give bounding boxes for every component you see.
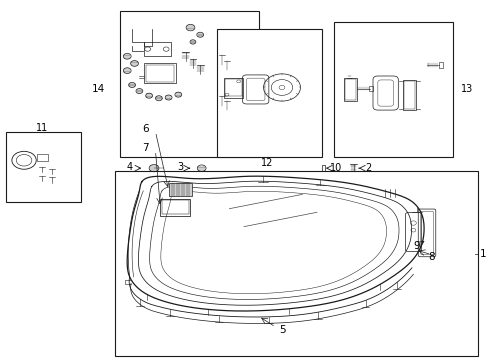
- Bar: [144, 42, 171, 56]
- Bar: [162, 200, 188, 215]
- Bar: [144, 63, 176, 83]
- Text: 5: 5: [279, 325, 285, 335]
- Text: 6: 6: [142, 124, 149, 134]
- Bar: [223, 78, 243, 98]
- Bar: [321, 165, 325, 171]
- Bar: [333, 22, 452, 157]
- Bar: [403, 81, 414, 109]
- Bar: [345, 79, 355, 100]
- Text: 2: 2: [364, 163, 370, 173]
- Bar: [168, 183, 192, 196]
- Bar: [120, 12, 258, 157]
- Text: 14: 14: [92, 84, 105, 94]
- Text: 4: 4: [126, 162, 132, 172]
- Text: 13: 13: [460, 84, 472, 94]
- Text: 3: 3: [177, 162, 183, 172]
- Text: 11: 11: [36, 123, 48, 133]
- Bar: [145, 64, 174, 82]
- Bar: [160, 199, 190, 216]
- Text: 1: 1: [479, 248, 486, 258]
- Bar: [343, 78, 357, 101]
- Text: 10: 10: [330, 163, 342, 173]
- Bar: [217, 30, 321, 157]
- Text: 12: 12: [261, 158, 273, 168]
- Text: 9: 9: [413, 241, 419, 251]
- Bar: [368, 86, 372, 91]
- Bar: [5, 132, 81, 202]
- Text: 7: 7: [142, 143, 149, 153]
- Text: 8: 8: [427, 252, 434, 262]
- Bar: [37, 154, 48, 161]
- Bar: [224, 79, 241, 96]
- Bar: [438, 62, 442, 68]
- Bar: [115, 171, 477, 356]
- Bar: [402, 80, 415, 110]
